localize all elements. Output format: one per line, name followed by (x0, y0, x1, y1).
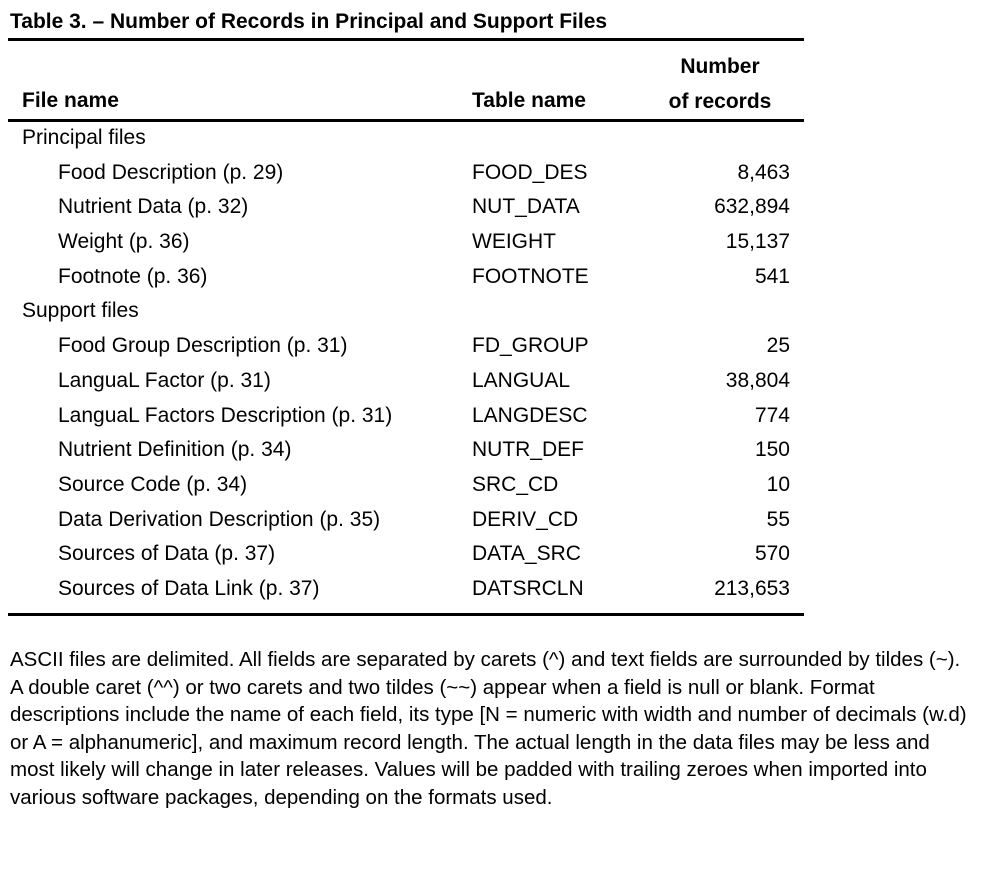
file-name-cell: Weight (p. 36) (58, 230, 190, 254)
header-table-name: Table name (472, 89, 586, 112)
format-note-paragraph: ASCII files are delimited. All fields ar… (10, 648, 967, 809)
group-row: Principal files (0, 121, 989, 156)
table-bottom-rule (8, 613, 804, 616)
table-name-cell: SRC_CD (472, 472, 559, 496)
table-name-cell: NUTR_DEF (472, 438, 585, 462)
group-label: Support files (22, 299, 139, 323)
group-row: Support files (0, 294, 989, 329)
table-row: Sources of Data (p. 37) DATA_SRC 570 (0, 537, 989, 572)
table-row: LanguaL Factors Description (p. 31) LANGD… (0, 399, 989, 434)
table-name-cell: LANGUAL (472, 368, 571, 392)
table-row: LanguaL Factor (p. 31) LANGUAL 38,804 (0, 364, 989, 399)
table-row: Sources of Data Link (p. 37) DATSRCLN 213,… (0, 572, 989, 607)
file-name-cell: Nutrient Data (p. 32) (58, 195, 249, 219)
table-row: Data Derivation Description (p. 35) DERIV… (0, 503, 989, 538)
table-row: Food Description (p. 29) FOOD_DES 8,463 (0, 156, 989, 191)
record-count-cell: 10 (766, 472, 790, 496)
table-row: Source Code (p. 34) SRC_CD 10 (0, 468, 989, 503)
group-label: Principal files (22, 126, 146, 149)
file-name-cell: LanguaL Factor (p. 31) (58, 368, 271, 392)
header-number-line2: of records (668, 90, 772, 113)
table-row: Nutrient Data (p. 32) NUT_DATA 632,894 (0, 190, 989, 225)
table-row: Weight (p. 36) WEIGHT 15,137 (0, 225, 989, 260)
record-count-cell: 213,653 (714, 576, 790, 600)
table-name-cell: FOOTNOTE (472, 264, 589, 288)
table-name-cell: FD_GROUP (472, 334, 589, 358)
header-number-line1: Number (680, 55, 760, 78)
header-number-of-records: Number of records (640, 49, 800, 119)
record-count-cell: 541 (754, 264, 790, 288)
file-name-cell: Footnote (p. 36) (58, 264, 208, 288)
table-row: Nutrient Definition (p. 34) NUTR_DEF 150 (0, 433, 989, 468)
record-count-cell: 8,463 (737, 160, 790, 184)
table-name-cell: NUT_DATA (472, 195, 580, 219)
record-count-cell: 632,894 (714, 195, 790, 219)
table-body: Principal files Food Description (p. 29) F… (0, 121, 989, 607)
file-name-cell: Nutrient Definition (p. 34) (58, 438, 292, 462)
file-name-cell: Sources of Data Link (p. 37) (58, 576, 320, 600)
table-header-rule (8, 119, 804, 122)
table-title: Table 3. – Number of Records in Principa… (10, 10, 608, 33)
file-name-cell: Data Derivation Description (p. 35) (58, 507, 381, 531)
table-name-cell: LANGDESC (472, 403, 588, 427)
record-count-cell: 570 (754, 542, 790, 566)
table-name-cell: DERIV_CD (472, 507, 579, 531)
table-name-cell: FOOD_DES (472, 160, 588, 184)
record-count-cell: 15,137 (725, 230, 790, 254)
table-row: Food Group Description (p. 31) FD_GROUP 25 (0, 329, 989, 364)
table-row: Footnote (p. 36) FOOTNOTE 541 (0, 260, 989, 295)
table-name-cell: WEIGHT (472, 230, 556, 254)
file-name-cell: Food Description (p. 29) (58, 160, 284, 184)
table-top-rule (8, 38, 804, 41)
file-name-cell: Source Code (p. 34) (58, 472, 248, 496)
file-name-cell: Food Group Description (p. 31) (58, 334, 348, 358)
table-name-cell: DATSRCLN (472, 576, 584, 600)
file-name-cell: Sources of Data (p. 37) (58, 542, 276, 566)
header-file-name: File name (22, 89, 119, 112)
record-count-cell: 150 (754, 438, 790, 462)
table-name-cell: DATA_SRC (472, 542, 581, 566)
record-count-cell: 55 (766, 507, 790, 531)
file-name-cell: LanguaL Factors Description (p. 31) (58, 403, 393, 427)
record-count-cell: 25 (766, 334, 790, 358)
record-count-cell: 38,804 (725, 368, 790, 392)
record-count-cell: 774 (754, 403, 790, 427)
